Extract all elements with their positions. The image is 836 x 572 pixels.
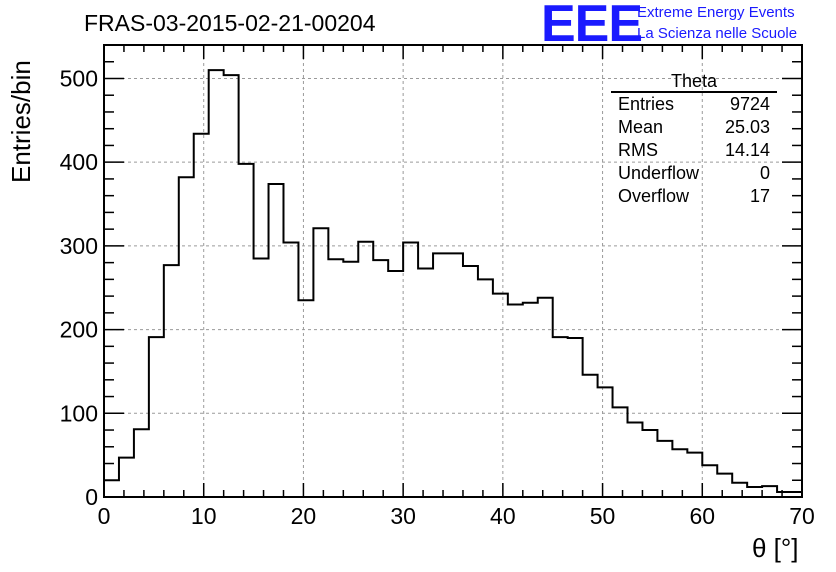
- stats-label: Underflow: [618, 163, 700, 183]
- histogram-bin: [134, 429, 149, 497]
- histogram-bin: [239, 164, 254, 497]
- x-tick-label: 30: [390, 503, 416, 529]
- stats-value: 9724: [729, 94, 770, 114]
- histogram-bin: [269, 184, 284, 497]
- histogram-bin: [254, 258, 269, 497]
- stats-title: Theta: [611, 72, 777, 93]
- stats-label: Overflow: [618, 186, 690, 206]
- histogram-outline: [104, 69, 803, 496]
- histogram-bin: [104, 480, 119, 497]
- histogram-bin: [598, 387, 613, 497]
- y-tick-label: 500: [60, 65, 98, 91]
- y-tick-label: 400: [60, 149, 98, 175]
- y-axis-label: Entries/bin: [6, 60, 36, 183]
- y-tick-label: 0: [85, 484, 98, 510]
- histogram-bin: [762, 486, 777, 497]
- histogram-bin: [628, 423, 643, 497]
- histogram-bin: [224, 75, 239, 497]
- x-tick-label: 20: [291, 503, 317, 529]
- histogram-bin: [418, 268, 433, 497]
- histogram-bin: [298, 300, 313, 497]
- histogram-bin: [433, 253, 448, 497]
- histogram-bin: [687, 453, 702, 497]
- histogram-bin: [717, 474, 732, 497]
- x-tick-label: 40: [490, 503, 516, 529]
- histogram-bin: [149, 337, 164, 497]
- histogram-bin: [732, 483, 747, 497]
- x-tick-label: 70: [789, 503, 815, 529]
- histogram-bin: [478, 279, 493, 497]
- stats-value: 17: [749, 186, 770, 206]
- axis-tick-labels: 0 10 20 30 40 50 60 70 0 100 200 300 400 500: [60, 65, 815, 529]
- histogram-bin: [403, 243, 418, 497]
- stats-row-overflow: Overflow 17: [611, 185, 777, 208]
- y-tick-label: 300: [60, 233, 98, 259]
- stats-label: RMS: [618, 140, 658, 160]
- chart-title: FRAS-03-2015-02-21-00204: [84, 10, 376, 36]
- histogram-bin: [119, 458, 134, 497]
- logo-line-2: La Scienza nelle Scuole: [637, 25, 798, 42]
- stats-box: Theta Entries 9724 Mean 25.03 RMS 14.14 …: [611, 72, 777, 208]
- histogram-bin: [523, 303, 538, 497]
- histogram-bin: [493, 294, 508, 497]
- stats-label: Mean: [618, 117, 664, 137]
- y-tick-label: 200: [60, 317, 98, 343]
- histogram-bin: [538, 298, 553, 497]
- histogram-bin: [448, 253, 463, 497]
- histogram-bin: [343, 262, 358, 497]
- histogram-bin: [583, 375, 598, 497]
- logo-line-1: Extreme Energy Events: [637, 4, 795, 21]
- x-tick-label: 10: [191, 503, 217, 529]
- histogram-bin: [328, 259, 343, 497]
- histogram-bin: [553, 337, 568, 497]
- stats-row-rms: RMS 14.14: [611, 139, 777, 162]
- y-tick-label: 100: [60, 400, 98, 426]
- plot-frame: [103, 44, 803, 498]
- axis-ticks: [103, 44, 803, 498]
- histogram-bin: [672, 449, 687, 497]
- histogram-bin: [463, 266, 478, 497]
- histogram-bin: [283, 243, 298, 497]
- x-tick-label: 60: [689, 503, 715, 529]
- stats-row-entries: Entries 9724: [611, 93, 777, 116]
- stats-row-underflow: Underflow 0: [611, 162, 777, 185]
- histogram-bin: [209, 70, 224, 497]
- histogram-bin: [313, 228, 328, 497]
- stats-value: 14.14: [724, 140, 770, 160]
- histogram-bin: [164, 265, 179, 497]
- x-tick-label: 0: [98, 503, 111, 529]
- histogram-bin: [613, 407, 628, 497]
- histogram-bin: [568, 338, 583, 497]
- histogram-bins: [104, 69, 803, 497]
- stats-label: Entries: [618, 94, 675, 114]
- histogram-bin: [194, 134, 209, 497]
- x-tick-label: 50: [590, 503, 616, 529]
- stats-row-mean: Mean 25.03: [611, 116, 777, 139]
- stats-value: 25.03: [724, 117, 770, 137]
- histogram-bin: [373, 260, 388, 497]
- histogram-bin: [747, 487, 762, 497]
- histogram-bin: [358, 242, 373, 497]
- stats-value: 0: [759, 163, 770, 183]
- x-axis-label: θ [°]: [752, 533, 799, 563]
- histogram-bin: [702, 465, 717, 497]
- histogram-bin: [179, 177, 194, 497]
- grid-lines: [104, 45, 802, 497]
- histogram-bin: [657, 441, 672, 497]
- eee-logo: EEE: [541, 0, 643, 53]
- histogram-bin: [508, 304, 523, 497]
- histogram-bin: [388, 271, 403, 497]
- histogram-bin: [642, 430, 657, 497]
